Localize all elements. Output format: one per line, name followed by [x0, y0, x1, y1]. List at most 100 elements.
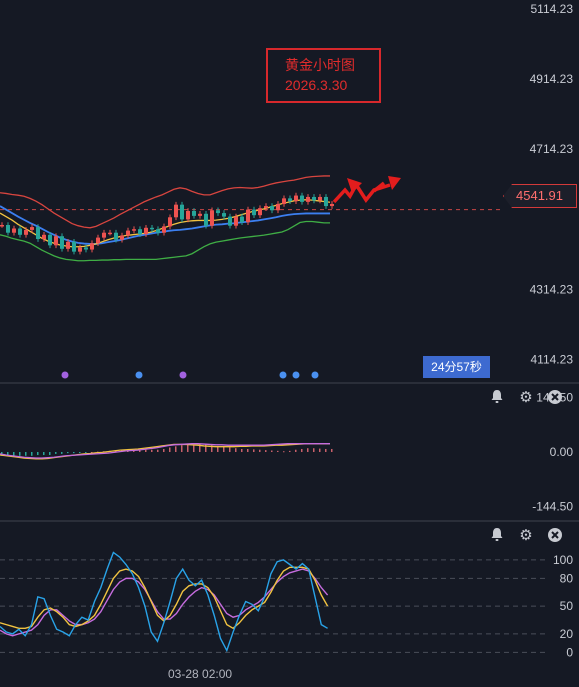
macd-histogram-bar	[181, 445, 183, 452]
candle-body	[180, 204, 184, 220]
bell-icon[interactable]	[488, 527, 506, 545]
candle-body	[156, 229, 160, 233]
price-chart-panel[interactable]: 5114.23 4914.23 4714.23 4314.23 4114.23 黄金小时…	[0, 0, 579, 382]
diff-line	[0, 443, 330, 459]
macd-histogram-bar	[211, 445, 213, 452]
candle-body	[144, 227, 148, 235]
price-tick-label: 4714.23	[530, 142, 574, 156]
macd-histogram-bar	[247, 448, 249, 452]
macd-histogram-bar	[307, 448, 309, 452]
macd-panel[interactable]: ⚙ 144.500.00-144.50	[0, 384, 579, 520]
candle-body	[150, 227, 154, 230]
candle-body	[120, 235, 124, 240]
macd-histogram-bar	[151, 449, 153, 452]
candle-body	[138, 229, 142, 235]
macd-histogram-bar	[319, 448, 321, 452]
candle-body	[48, 234, 52, 246]
gear-icon[interactable]: ⚙	[519, 527, 533, 544]
candle-body	[126, 230, 130, 236]
macd-tick-label: -144.50	[532, 500, 573, 514]
kdj-series	[0, 551, 329, 653]
macd-histogram-bar	[199, 443, 201, 452]
forecast-arrows	[332, 176, 401, 204]
macd-histogram-bar	[193, 444, 195, 452]
macd-histogram-bar	[133, 450, 135, 452]
macd-histogram-bar	[241, 448, 243, 452]
candle-body	[108, 232, 112, 235]
event-marker	[311, 371, 319, 379]
candle-body	[54, 236, 58, 246]
macd-histogram-bar	[175, 446, 177, 452]
macd-histogram-bar	[31, 452, 33, 456]
candles	[0, 192, 334, 255]
annotation-title: 黄金小时图	[285, 57, 355, 73]
candle-body	[0, 224, 4, 227]
macd-histogram-bar	[205, 444, 207, 452]
upper-band-line	[0, 175, 330, 229]
candle-body	[72, 241, 76, 252]
time-axis-label: 03-28 02:00	[168, 667, 233, 681]
candle-body	[228, 216, 232, 226]
macd-histogram-bar	[55, 452, 57, 454]
panel-divider[interactable]	[0, 520, 579, 522]
event-markers	[61, 371, 319, 379]
price-tick-label: 4314.23	[530, 282, 574, 296]
event-marker	[279, 371, 287, 379]
close-icon[interactable]	[546, 389, 564, 407]
kdj-panel[interactable]: ⚙ 100 80 50 20 0	[0, 522, 579, 665]
candle-body	[36, 227, 40, 240]
candle-body	[96, 237, 100, 244]
candle-body	[90, 243, 94, 250]
macd-histogram-bar	[73, 452, 75, 454]
candle-body	[12, 228, 16, 233]
macd-histogram-bar	[223, 446, 225, 452]
panel-divider[interactable]	[0, 382, 579, 384]
macd-histogram-bar	[37, 452, 39, 456]
macd-histogram-bar	[289, 450, 291, 452]
macd-histogram-bar	[19, 452, 21, 456]
candle-body	[168, 217, 172, 227]
macd-histogram-bar	[91, 452, 93, 453]
candle-body	[6, 224, 10, 233]
price-tick-label: 5114.23	[531, 2, 574, 16]
macd-histogram-bar	[187, 444, 189, 452]
candle-body	[234, 216, 238, 226]
macd-histogram-bar	[145, 449, 147, 452]
macd-histogram-bar	[79, 452, 81, 453]
macd-histogram-bar	[61, 452, 63, 454]
candle-body	[18, 228, 22, 235]
candle-body	[78, 247, 82, 252]
macd-tick-label: 0.00	[550, 445, 574, 459]
macd-histogram-bar	[271, 450, 273, 452]
macd-axis: 144.500.00-144.50	[532, 390, 573, 513]
macd-histogram-bar	[259, 449, 261, 452]
macd-histogram-bar	[283, 451, 285, 453]
macd-histogram-bar	[13, 452, 15, 456]
candle-body	[84, 247, 88, 250]
event-marker	[179, 371, 187, 379]
kdj-levels	[0, 559, 545, 653]
close-icon[interactable]	[546, 527, 564, 545]
kdj-tick-label: 50	[560, 599, 574, 613]
candle-body	[114, 232, 118, 240]
candle-body	[294, 195, 298, 202]
gear-icon[interactable]: ⚙	[519, 389, 533, 406]
k-line	[0, 551, 328, 653]
candle-body	[60, 236, 64, 249]
candle-body	[282, 198, 286, 204]
bell-icon[interactable]	[488, 389, 506, 407]
candle-body	[288, 198, 292, 202]
candle-body	[300, 195, 304, 202]
candle-body	[264, 206, 268, 209]
macd-histogram-bar	[7, 452, 9, 456]
macd-histogram-bar	[163, 448, 165, 452]
candle-body	[204, 213, 208, 226]
candle-body	[66, 241, 70, 249]
macd-histogram-bar	[85, 452, 87, 453]
macd-histogram-bar	[229, 447, 231, 452]
macd-histogram-bar	[43, 452, 45, 456]
event-marker	[61, 371, 69, 379]
macd-histogram-bar	[313, 448, 315, 452]
last-price-value: 4541.91	[516, 188, 563, 203]
price-tick-label: 4914.23	[530, 72, 574, 86]
